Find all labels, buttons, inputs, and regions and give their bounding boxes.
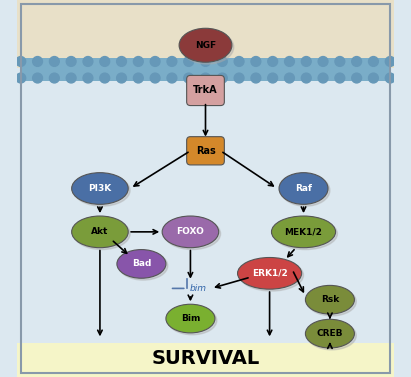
FancyBboxPatch shape <box>21 58 390 81</box>
Text: CREB: CREB <box>316 329 343 338</box>
Text: FOXO: FOXO <box>176 227 204 236</box>
Circle shape <box>268 57 277 66</box>
Circle shape <box>49 73 59 83</box>
Text: Bad: Bad <box>132 259 151 268</box>
Circle shape <box>83 73 93 83</box>
Circle shape <box>352 73 362 83</box>
Circle shape <box>369 73 379 83</box>
Ellipse shape <box>305 319 354 348</box>
Circle shape <box>16 73 25 83</box>
Ellipse shape <box>74 218 130 250</box>
Ellipse shape <box>238 257 302 289</box>
Circle shape <box>234 73 244 83</box>
Circle shape <box>217 73 227 83</box>
Ellipse shape <box>307 287 356 316</box>
Circle shape <box>386 73 395 83</box>
FancyBboxPatch shape <box>17 343 394 377</box>
Ellipse shape <box>307 321 356 350</box>
Circle shape <box>66 57 76 66</box>
Circle shape <box>335 57 345 66</box>
Circle shape <box>251 73 261 83</box>
Text: TrkA: TrkA <box>193 86 218 95</box>
Text: Ras: Ras <box>196 146 215 156</box>
Ellipse shape <box>74 175 130 206</box>
Text: Akt: Akt <box>91 227 109 236</box>
Text: ERK1/2: ERK1/2 <box>252 269 287 278</box>
Ellipse shape <box>117 250 166 278</box>
Circle shape <box>184 73 194 83</box>
Ellipse shape <box>273 218 337 250</box>
Circle shape <box>32 73 42 83</box>
Circle shape <box>234 57 244 66</box>
FancyBboxPatch shape <box>187 137 224 165</box>
Text: Raf: Raf <box>295 184 312 193</box>
Circle shape <box>167 57 177 66</box>
Circle shape <box>16 57 25 66</box>
Circle shape <box>83 57 93 66</box>
Text: NGF: NGF <box>195 41 216 50</box>
Circle shape <box>284 73 294 83</box>
FancyBboxPatch shape <box>187 75 224 106</box>
Circle shape <box>66 73 76 83</box>
Ellipse shape <box>162 216 219 248</box>
Ellipse shape <box>279 173 328 204</box>
Circle shape <box>284 57 294 66</box>
Circle shape <box>117 57 127 66</box>
Ellipse shape <box>181 30 234 64</box>
Ellipse shape <box>164 218 221 250</box>
Circle shape <box>150 73 160 83</box>
Circle shape <box>301 73 311 83</box>
Circle shape <box>134 57 143 66</box>
Circle shape <box>184 57 194 66</box>
Circle shape <box>134 73 143 83</box>
Ellipse shape <box>119 251 168 280</box>
Circle shape <box>201 73 210 83</box>
Circle shape <box>217 57 227 66</box>
FancyBboxPatch shape <box>17 0 394 68</box>
Circle shape <box>100 57 110 66</box>
FancyBboxPatch shape <box>17 68 394 343</box>
Ellipse shape <box>72 216 128 248</box>
Circle shape <box>117 73 127 83</box>
Circle shape <box>352 57 362 66</box>
Circle shape <box>32 57 42 66</box>
Circle shape <box>318 73 328 83</box>
Circle shape <box>268 73 277 83</box>
Text: bim: bim <box>189 284 206 293</box>
Circle shape <box>386 57 395 66</box>
Text: MEK1/2: MEK1/2 <box>284 227 323 236</box>
Circle shape <box>201 57 210 66</box>
Text: Rsk: Rsk <box>321 295 339 304</box>
Ellipse shape <box>272 216 335 248</box>
Ellipse shape <box>305 285 354 314</box>
Text: Bim: Bim <box>181 314 200 323</box>
Circle shape <box>167 73 177 83</box>
Ellipse shape <box>168 306 217 335</box>
Circle shape <box>150 57 160 66</box>
Circle shape <box>251 57 261 66</box>
Circle shape <box>49 57 59 66</box>
Ellipse shape <box>240 259 303 291</box>
Ellipse shape <box>166 304 215 333</box>
Text: SURVIVAL: SURVIVAL <box>151 349 260 368</box>
Ellipse shape <box>179 28 232 62</box>
Circle shape <box>335 73 345 83</box>
Circle shape <box>318 57 328 66</box>
Circle shape <box>301 57 311 66</box>
Circle shape <box>100 73 110 83</box>
Text: PI3K: PI3K <box>88 184 111 193</box>
Ellipse shape <box>281 175 330 206</box>
Ellipse shape <box>72 173 128 204</box>
Circle shape <box>369 57 379 66</box>
